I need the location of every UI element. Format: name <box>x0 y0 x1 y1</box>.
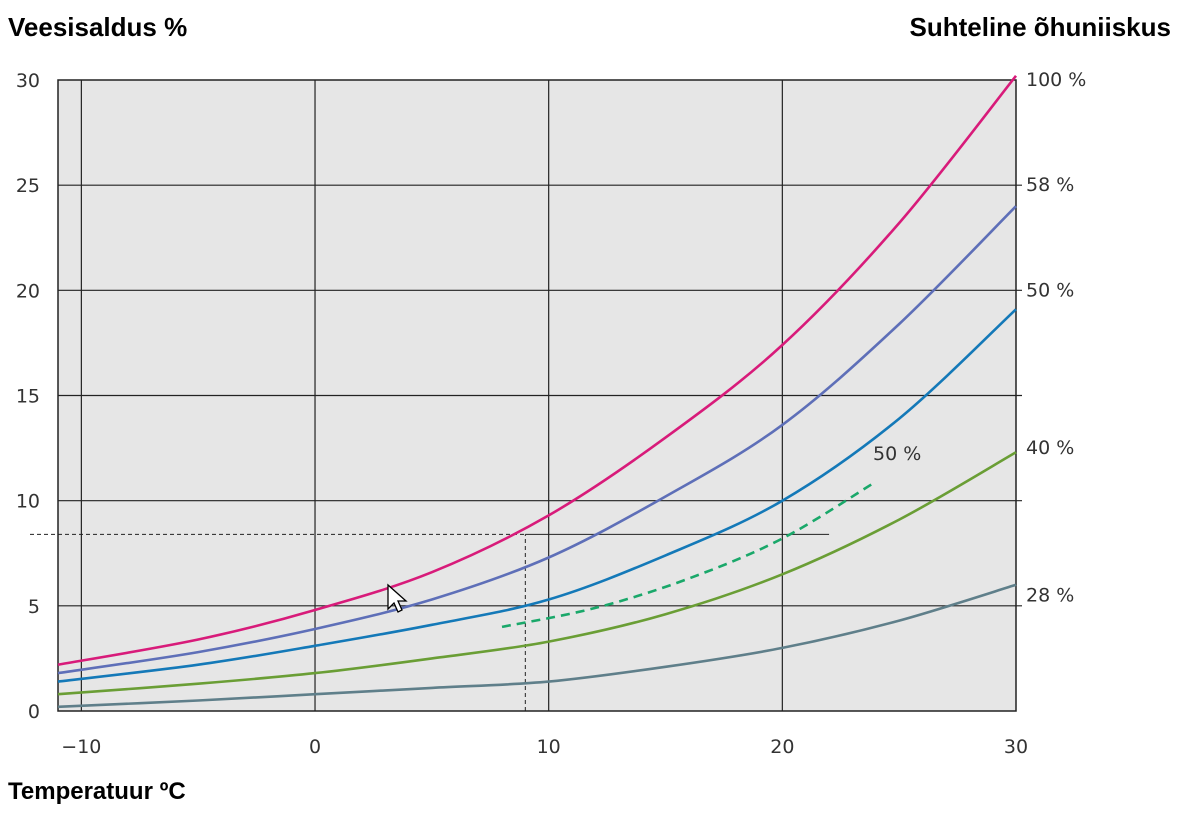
right-axis-label: 58 % <box>1026 174 1074 196</box>
mouse-pointer-icon <box>387 583 408 613</box>
y-tick-label: 25 <box>16 175 40 197</box>
x-tick-label: −10 <box>61 736 101 758</box>
right-axis-title: Suhteline õhuniiskus <box>909 12 1171 42</box>
y-tick-label: 5 <box>28 596 40 618</box>
series-line-0 <box>57 74 1018 666</box>
y-tick-label: 15 <box>16 386 40 408</box>
y-tick-label: 10 <box>16 491 40 513</box>
x-tick-label: 0 <box>309 736 321 758</box>
x-tick-label: 30 <box>1004 736 1028 758</box>
y-tick-label: 20 <box>16 280 40 302</box>
right-axis-label: 100 % <box>1026 69 1086 91</box>
y-tick-label: 30 <box>16 70 40 92</box>
x-tick-label: 20 <box>770 736 794 758</box>
x-tick-label: 10 <box>537 736 561 758</box>
series-line-3 <box>57 451 1017 696</box>
series-line-5 <box>501 480 877 629</box>
y-tick-label: 0 <box>28 701 40 723</box>
right-axis-label: 50 % <box>1026 279 1074 301</box>
x-axis-title: Temperatuur ºC <box>8 778 186 805</box>
right-axis-label: 28 % <box>1026 584 1074 606</box>
series-line-2 <box>57 308 1017 683</box>
series-line-4 <box>57 583 1017 709</box>
annotation-label: 50 % <box>873 443 921 465</box>
y-axis-title: Veesisaldus % <box>8 12 188 42</box>
series-line-1 <box>57 205 1017 675</box>
right-axis-label: 40 % <box>1026 437 1074 459</box>
